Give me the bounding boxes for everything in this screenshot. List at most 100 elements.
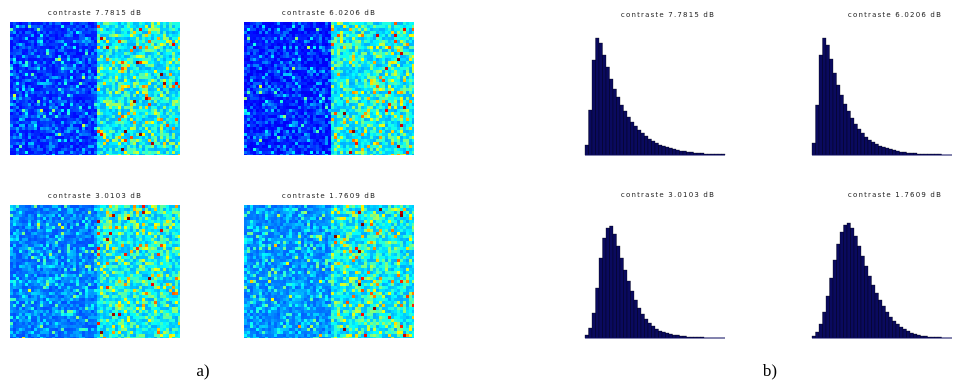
speckle-pixel bbox=[46, 106, 49, 109]
speckle-pixel bbox=[331, 70, 334, 73]
speckle-pixel bbox=[28, 112, 31, 115]
speckle-pixel bbox=[322, 85, 325, 88]
speckle-pixel bbox=[259, 103, 262, 106]
speckle-pixel bbox=[346, 121, 349, 124]
speckle-pixel bbox=[385, 58, 388, 61]
speckle-pixel bbox=[121, 31, 124, 34]
speckle-pixel bbox=[76, 28, 79, 31]
speckle-pixel bbox=[244, 106, 247, 109]
speckle-pixel bbox=[346, 25, 349, 28]
speckle-pixel bbox=[376, 106, 379, 109]
speckle-pixel bbox=[412, 109, 414, 112]
speckle-pixel bbox=[406, 121, 409, 124]
speckle-pixel bbox=[91, 61, 94, 64]
speckle-pixel bbox=[82, 34, 85, 37]
speckle-pixel bbox=[169, 22, 172, 25]
speckle-pixel bbox=[52, 142, 55, 145]
speckle-pixel bbox=[256, 82, 259, 85]
speckle-pixel bbox=[163, 85, 166, 88]
speckle-pixel bbox=[154, 154, 157, 155]
speckle-pixel bbox=[388, 61, 391, 64]
speckle-pixel bbox=[10, 73, 13, 76]
speckle-pixel bbox=[376, 109, 379, 112]
speckle-pixel bbox=[49, 79, 52, 82]
speckle-pixel bbox=[154, 109, 157, 112]
speckle-pixel bbox=[73, 37, 76, 40]
speckle-pixel bbox=[166, 151, 169, 154]
speckle-pixel bbox=[67, 130, 70, 133]
speckle-pixel bbox=[157, 118, 160, 121]
speckle-pixel bbox=[316, 82, 319, 85]
speckle-pixel bbox=[274, 100, 277, 103]
speckle-pixel bbox=[139, 37, 142, 40]
speckle-pixel bbox=[175, 34, 178, 37]
speckle-pixel bbox=[25, 79, 28, 82]
speckle-pixel bbox=[127, 91, 130, 94]
speckle-pixel bbox=[394, 91, 397, 94]
speckle-pixel bbox=[337, 22, 340, 25]
speckle-pixel bbox=[250, 103, 253, 106]
speckle-pixel bbox=[367, 127, 370, 130]
speckle-pixel bbox=[292, 43, 295, 46]
speckle-pixel bbox=[175, 142, 178, 145]
speckle-pixel bbox=[22, 130, 25, 133]
speckle-pixel bbox=[244, 118, 247, 121]
speckle-pixel bbox=[118, 115, 121, 118]
speckle-pixel bbox=[376, 37, 379, 40]
speckle-pixel bbox=[337, 133, 340, 136]
speckle-pixel bbox=[298, 43, 301, 46]
speckle-pixel bbox=[409, 31, 412, 34]
speckle-pixel bbox=[277, 106, 280, 109]
speckle-pixel bbox=[61, 127, 64, 130]
speckle-pixel bbox=[274, 52, 277, 55]
speckle-pixel bbox=[298, 103, 301, 106]
speckle-pixel bbox=[412, 133, 414, 136]
speckle-pixel bbox=[406, 82, 409, 85]
speckle-pixel bbox=[346, 133, 349, 136]
speckle-pixel bbox=[13, 28, 16, 31]
speckle-pixel bbox=[301, 31, 304, 34]
speckle-pixel bbox=[166, 118, 169, 121]
speckle-pixel bbox=[94, 94, 97, 97]
speckle-pixel bbox=[349, 127, 352, 130]
speckle-pixel bbox=[325, 55, 328, 58]
speckle-pixel bbox=[139, 91, 142, 94]
speckle-pixel bbox=[322, 49, 325, 52]
speckle-pixel bbox=[370, 133, 373, 136]
speckle-pixel bbox=[136, 61, 139, 64]
speckle-pixel bbox=[40, 130, 43, 133]
speckle-pixel bbox=[373, 103, 376, 106]
speckle-pixel bbox=[289, 115, 292, 118]
speckle-pixel bbox=[334, 145, 337, 148]
speckle-pixel bbox=[157, 43, 160, 46]
speckle-pixel bbox=[166, 52, 169, 55]
speckle-pixel bbox=[109, 46, 112, 49]
speckle-pixel bbox=[37, 115, 40, 118]
speckle-pixel bbox=[34, 109, 37, 112]
speckle-pixel bbox=[253, 37, 256, 40]
speckle-pixel bbox=[16, 133, 19, 136]
speckle-pixel bbox=[70, 115, 73, 118]
speckle-pixel bbox=[295, 139, 298, 142]
speckle-pixel bbox=[361, 79, 364, 82]
speckle-pixel bbox=[49, 154, 52, 155]
speckle-pixel bbox=[13, 25, 16, 28]
speckle-pixel bbox=[310, 106, 313, 109]
speckle-pixel bbox=[283, 106, 286, 109]
speckle-pixel bbox=[370, 61, 373, 64]
speckle-pixel bbox=[109, 115, 112, 118]
speckle-pixel bbox=[115, 142, 118, 145]
speckle-pixel bbox=[313, 37, 316, 40]
speckle-pixel bbox=[319, 121, 322, 124]
speckle-pixel bbox=[112, 91, 115, 94]
speckle-pixel bbox=[391, 97, 394, 100]
speckle-pixel bbox=[286, 85, 289, 88]
speckle-pixel bbox=[46, 127, 49, 130]
speckle-pixel bbox=[49, 145, 52, 148]
speckle-pixel bbox=[352, 118, 355, 121]
speckle-pixel bbox=[265, 37, 268, 40]
speckle-pixel bbox=[244, 34, 247, 37]
speckle-pixel bbox=[247, 67, 250, 70]
speckle-pixel bbox=[151, 97, 154, 100]
speckle-pixel bbox=[97, 127, 100, 130]
